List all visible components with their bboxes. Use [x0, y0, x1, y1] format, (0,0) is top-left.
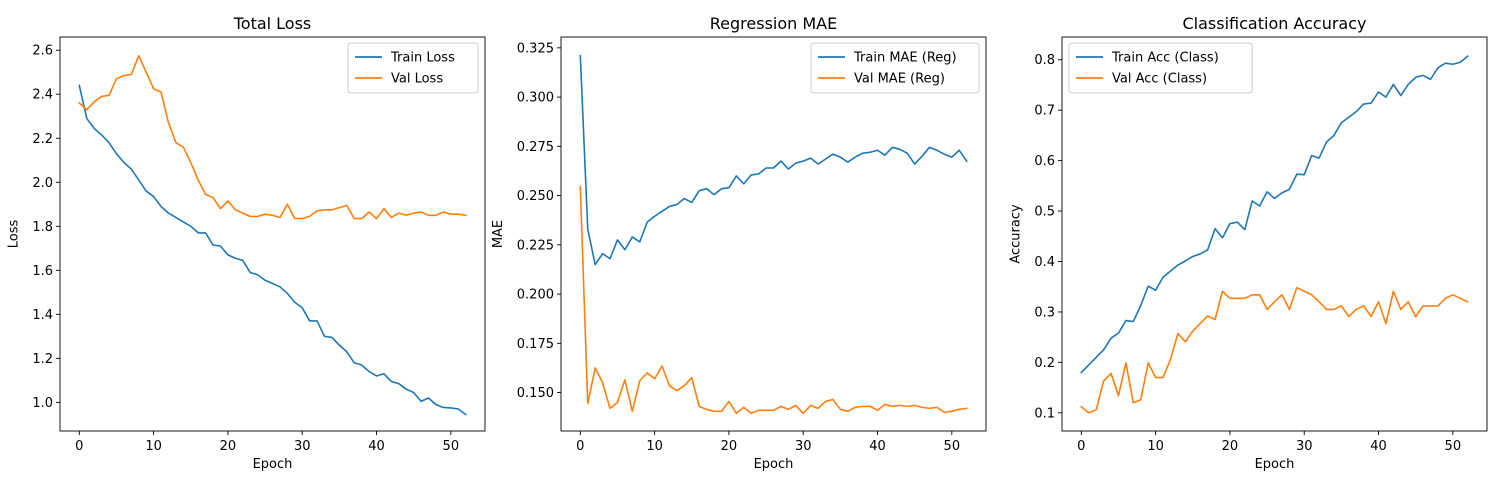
legend-box — [1068, 42, 1253, 94]
legend-box — [347, 42, 479, 94]
plot-frame — [1061, 36, 1488, 432]
plot-frame — [59, 36, 486, 432]
y-tick-label: 0.300 — [517, 91, 554, 106]
y-tick-label: 2.6 — [32, 44, 53, 59]
x-tick-label: 20 — [721, 439, 738, 454]
x-tick-label: 30 — [795, 439, 812, 454]
x-tick-label: 50 — [944, 439, 961, 454]
y-tick-label: 0.325 — [517, 41, 554, 56]
y-tick-label: 0.275 — [517, 140, 554, 155]
y-tick-label: 0.8 — [1034, 53, 1055, 68]
y-axis-label: Loss — [6, 220, 21, 249]
y-tick-label: 1.0 — [32, 396, 53, 411]
y-tick-label: 0.150 — [517, 386, 554, 401]
x-tick-label: 40 — [869, 439, 886, 454]
x-tick-label: 20 — [220, 439, 237, 454]
series-line-val — [78, 54, 467, 220]
y-tick-label: 2.0 — [32, 176, 53, 191]
x-tick-label: 30 — [294, 439, 311, 454]
legend-label: Val MAE (Reg) — [854, 72, 945, 87]
x-axis-label: Epoch — [754, 457, 794, 472]
x-tick-label: 30 — [1296, 439, 1313, 454]
y-tick-label: 0.6 — [1034, 154, 1055, 169]
legend-label: Val Loss — [391, 72, 443, 87]
chart-panel-2: Regression MAE 0 10 20 30 40 50 0.150 0.175 0.200… — [491, 14, 987, 472]
series-line-train — [1080, 55, 1469, 374]
y-tick-label: 0.250 — [517, 189, 554, 204]
x-tick-label: 10 — [1147, 439, 1164, 454]
legend-label: Train Loss — [390, 51, 455, 66]
y-tick-label: 2.2 — [32, 132, 53, 147]
legend-label: Train MAE (Reg) — [853, 51, 957, 66]
y-tick-label: 0.200 — [517, 288, 554, 303]
x-tick-label: 20 — [1222, 439, 1239, 454]
x-tick-label: 40 — [1370, 439, 1387, 454]
y-tick-label: 1.2 — [32, 352, 53, 367]
legend-label: Val Acc (Class) — [1112, 72, 1207, 87]
x-tick-label: 10 — [145, 439, 162, 454]
chart-title: Classification Accuracy — [1183, 14, 1367, 33]
y-tick-label: 2.4 — [32, 88, 53, 103]
legend: Train Acc (Class) Val Acc (Class) — [1068, 42, 1253, 94]
x-tick-label: 50 — [1445, 439, 1462, 454]
x-tick-label: 50 — [443, 439, 460, 454]
y-tick-label: 0.4 — [1034, 255, 1055, 270]
chart-title: Total Loss — [233, 14, 312, 33]
series-line-train — [78, 84, 467, 416]
x-tick-label: 0 — [75, 439, 83, 454]
y-tick-label: 0.5 — [1034, 205, 1055, 220]
series-line-val — [1080, 286, 1469, 414]
x-tick-label: 0 — [576, 439, 584, 454]
y-tick-label: 1.8 — [32, 220, 53, 235]
legend-label: Train Acc (Class) — [1111, 51, 1219, 66]
y-tick-label: 0.175 — [517, 337, 554, 352]
series-line-val — [579, 185, 968, 415]
y-tick-label: 0.7 — [1034, 104, 1055, 119]
y-tick-label: 0.225 — [517, 238, 554, 253]
chart-panel-3: Classification Accuracy 0 10 20 30 40 50 0.1 0.2… — [1008, 14, 1488, 472]
series-line-train — [579, 54, 968, 266]
plot-frame — [560, 36, 987, 432]
legend: Train Loss Val Loss — [347, 42, 479, 94]
legend-box — [810, 42, 980, 94]
y-axis-label: MAE — [491, 220, 506, 248]
y-tick-label: 0.3 — [1034, 305, 1055, 320]
y-tick-label: 1.6 — [32, 264, 53, 279]
y-tick-label: 1.4 — [32, 308, 53, 323]
x-axis-label: Epoch — [1255, 457, 1295, 472]
x-axis-label: Epoch — [253, 457, 293, 472]
chart-panel-1: Total Loss 0 10 20 30 40 50 1.0 1.2 1.4 1.6 1.8 2.0 2… — [6, 14, 486, 472]
y-tick-label: 0.1 — [1034, 406, 1055, 421]
x-tick-label: 0 — [1077, 439, 1085, 454]
y-tick-label: 0.2 — [1034, 356, 1055, 371]
x-tick-label: 40 — [368, 439, 385, 454]
y-axis-label: Accuracy — [1008, 204, 1023, 264]
legend: Train MAE (Reg) Val MAE (Reg) — [810, 42, 980, 94]
x-tick-label: 10 — [646, 439, 663, 454]
chart-title: Regression MAE — [710, 14, 837, 33]
